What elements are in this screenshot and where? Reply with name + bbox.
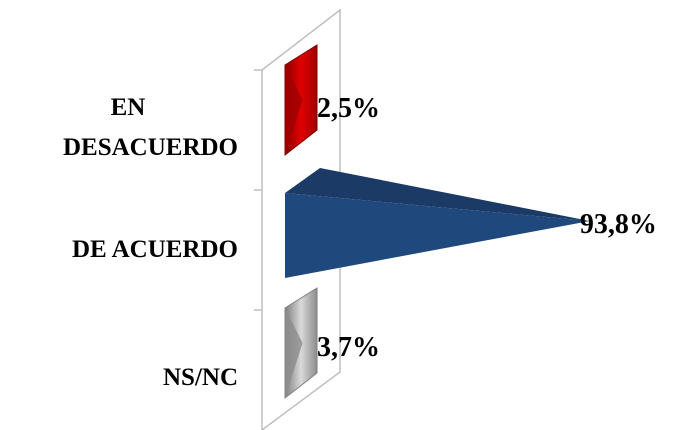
bar-pyramid-top-face	[285, 168, 590, 221]
category-label: DE ACUERDO	[72, 236, 238, 263]
bar-pyramid	[285, 193, 590, 278]
category-label: NS/NC	[163, 364, 238, 391]
bar-pyramid-facet	[285, 308, 303, 398]
data-label: 2,5%	[317, 93, 380, 124]
data-label: 3,7%	[317, 332, 380, 363]
category-label: DESACUERDO	[63, 134, 238, 161]
bar-pyramid-facet	[285, 65, 303, 155]
category-label: EN	[111, 94, 146, 121]
data-label: 93,8%	[580, 209, 657, 240]
